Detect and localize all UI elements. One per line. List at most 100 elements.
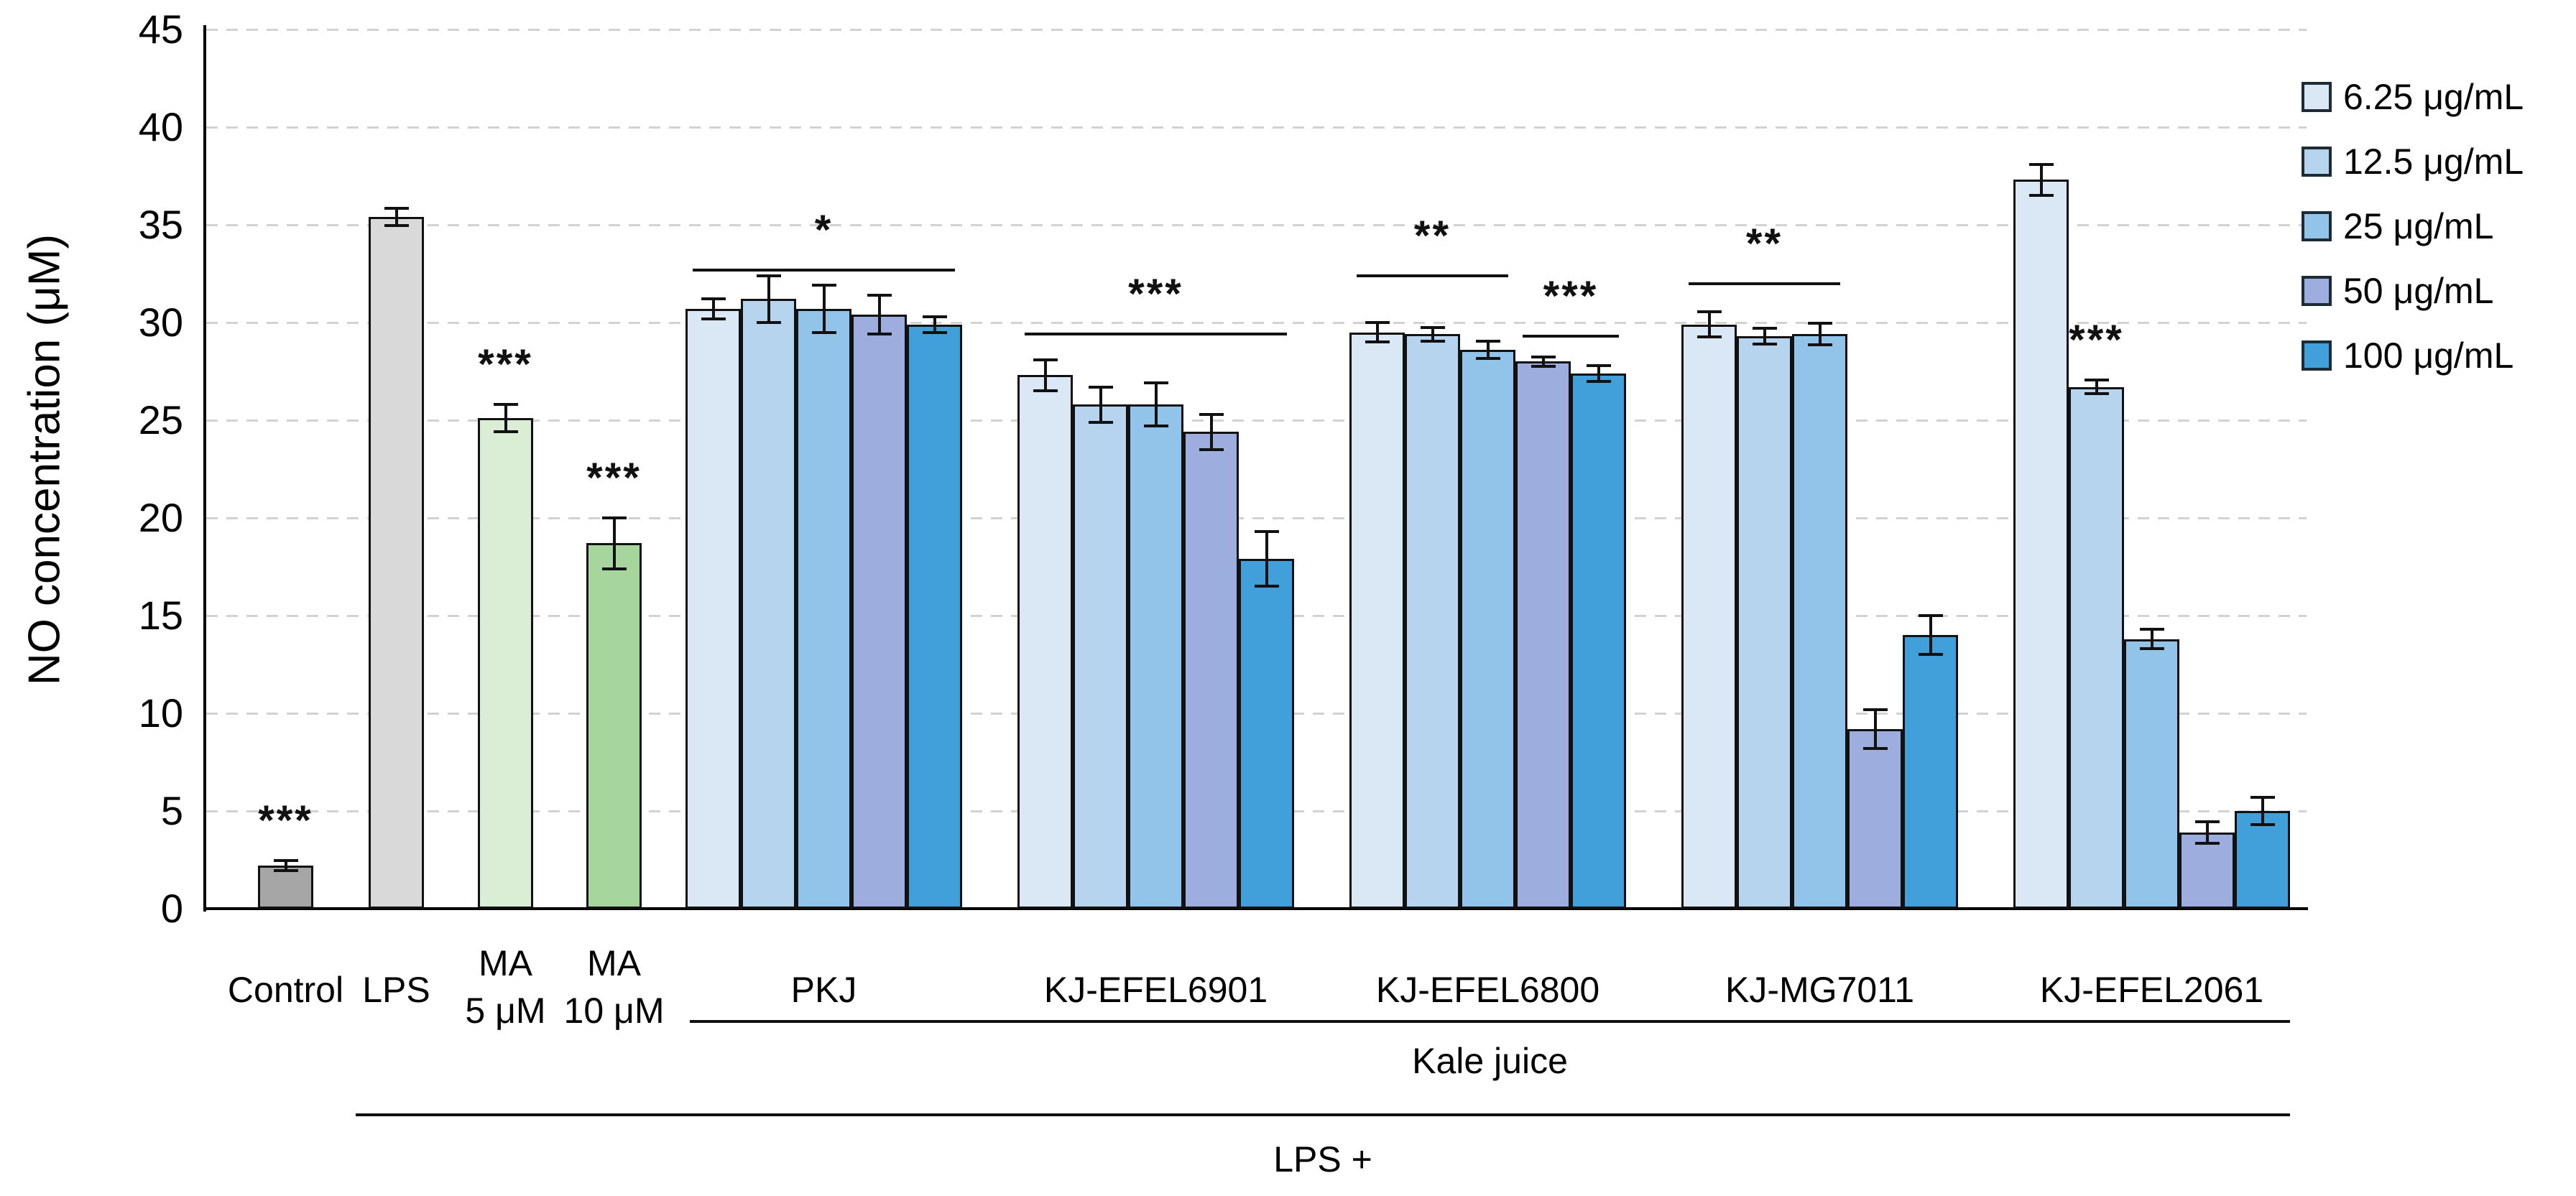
error-bar-kj-efel6800-6.25-cap-top [1365, 321, 1390, 324]
x-axis-line [203, 907, 2308, 910]
legend-swatch-icon [2302, 82, 2332, 112]
error-bar-kj-mg7011-6.25-whisker [1707, 312, 1711, 338]
error-bar-pkj-25-cap-bottom [811, 330, 836, 334]
error-bar-kj-efel2061-12.5-whisker [2095, 380, 2098, 394]
y-tick-label-5: 5 [160, 788, 183, 833]
legend-swatch-icon [2302, 276, 2332, 306]
error-bar-pkj-12.5-cap-top [756, 274, 781, 277]
error-bar-kj-efel6800-12.5-cap-top [1420, 325, 1445, 329]
error-bar-control-cap-top [273, 859, 298, 863]
significance-stars-ma-10-m: *** [586, 455, 642, 501]
error-bar-pkj-100-cap-top [922, 315, 947, 318]
bar-kj-efel6901-100 [1239, 559, 1294, 909]
error-bar-kj-mg7011-12.5-cap-bottom [1752, 342, 1777, 346]
error-bar-kj-mg7011-12.5-whisker [1763, 328, 1766, 344]
bar-kj-efel6800-25 [1460, 350, 1515, 909]
kale-juice-bracket [690, 1020, 2290, 1023]
bar-pkj-100 [907, 324, 962, 909]
kale-juice-label: Kale juice [1412, 1041, 1568, 1081]
y-tick-label-0: 0 [160, 886, 183, 931]
legend-swatch-icon [2302, 147, 2332, 177]
y-tick-label-10: 10 [138, 690, 183, 736]
gridline-25 [206, 419, 2307, 422]
error-bar-kj-efel6800-12.5-cap-bottom [1420, 339, 1445, 343]
bar-kj-mg7011-50 [1847, 728, 1903, 909]
error-bar-kj-efel6901-6.25-cap-bottom [1033, 389, 1058, 393]
bar-ma-10-m [586, 543, 642, 909]
error-bar-kj-efel6901-50-cap-bottom [1199, 448, 1224, 451]
error-bar-kj-mg7011-12.5-cap-top [1752, 327, 1777, 330]
error-bar-kj-mg7011-50-whisker [1873, 709, 1877, 748]
bar-kj-mg7011-12.5 [1737, 336, 1792, 909]
error-bar-kj-efel6901-50-cap-top [1199, 412, 1224, 416]
x-axis-label-pkj: PKJ [790, 970, 857, 1010]
error-bar-pkj-12.5-cap-bottom [756, 321, 781, 324]
significance-stars-kj-efel6800-0: ** [1413, 212, 1451, 259]
error-bar-pkj-25-cap-top [811, 284, 836, 287]
x-axis-label-control: Control [227, 970, 344, 1010]
bar-pkj-50 [851, 315, 907, 909]
gridline-40 [206, 126, 2307, 129]
error-bar-kj-efel6901-100-cap-bottom [1254, 585, 1279, 588]
error-bar-kj-efel6800-12.5-whisker [1431, 327, 1434, 341]
gridline-45 [206, 29, 2307, 31]
error-bar-lps-cap-bottom [384, 224, 409, 228]
significance-bracket-kj-mg7011-0 [1689, 282, 1840, 285]
bar-kj-efel6800-100 [1571, 373, 1626, 909]
error-bar-kj-efel6901-6.25-whisker [1043, 359, 1047, 391]
y-tick-label-15: 15 [138, 593, 183, 638]
bar-kj-efel6901-25 [1128, 404, 1183, 909]
error-bar-kj-efel6800-50-cap-top [1531, 355, 1556, 358]
error-bar-kj-efel6800-25-cap-top [1475, 339, 1500, 343]
bar-kj-mg7011-25 [1792, 334, 1847, 909]
significance-stars-ma-5-m: *** [478, 341, 533, 389]
error-bar-kj-efel2061-25-cap-top [2139, 628, 2164, 631]
error-bar-pkj-12.5-whisker [767, 275, 770, 323]
error-bar-kj-efel6901-50-whisker [1209, 414, 1213, 450]
error-bar-kj-mg7011-25-cap-bottom [1807, 343, 1832, 347]
error-bar-pkj-100-cap-bottom [922, 330, 947, 334]
x-axis-label-ma-5-m-line1: MA [479, 943, 532, 983]
legend-label: 50 μg/mL [2343, 271, 2494, 311]
error-bar-kj-efel2061-6.25-whisker [2039, 164, 2043, 196]
gridline-20 [206, 517, 2307, 519]
error-bar-kj-efel6800-100-cap-top [1586, 363, 1611, 367]
error-bar-kj-mg7011-6.25-cap-bottom [1696, 335, 1722, 339]
legend-swatch-icon [2302, 340, 2332, 371]
bar-kj-efel6800-50 [1515, 361, 1571, 909]
error-bar-kj-efel6901-25-cap-top [1143, 381, 1168, 385]
error-bar-kj-efel6901-100-whisker [1265, 532, 1268, 587]
legend-label: 6.25 μg/mL [2343, 77, 2524, 117]
error-bar-kj-efel2061-50-cap-top [2194, 820, 2220, 823]
bar-kj-efel6901-6.25 [1017, 375, 1073, 909]
x-axis-label-kj-efel2061: KJ-EFEL2061 [2039, 970, 2264, 1010]
legend-swatch-icon [2302, 211, 2332, 241]
bar-pkj-12.5 [741, 299, 796, 909]
error-bar-lps-cap-top [384, 206, 409, 210]
y-tick-label-30: 30 [138, 300, 183, 345]
error-bar-kj-mg7011-50-cap-bottom [1862, 746, 1888, 750]
y-tick-label-40: 40 [138, 104, 183, 149]
error-bar-kj-efel2061-6.25-cap-top [2028, 162, 2054, 166]
error-bar-kj-efel6901-25-cap-bottom [1143, 425, 1168, 428]
y-tick-label-35: 35 [138, 202, 183, 247]
error-bar-control-cap-bottom [273, 868, 298, 872]
error-bar-pkj-50-cap-bottom [867, 333, 892, 336]
error-bar-kj-efel2061-100-cap-bottom [2250, 823, 2275, 827]
error-bar-kj-efel2061-100-cap-top [2250, 795, 2275, 799]
error-bar-kj-efel2061-6.25-cap-bottom [2028, 194, 2054, 198]
bar-kj-efel2061-6.25 [2013, 180, 2069, 909]
error-bar-pkj-25-whisker [822, 285, 826, 333]
legend-label: 100 μg/mL [2343, 335, 2514, 376]
error-bar-kj-efel6901-25-whisker [1154, 383, 1158, 427]
significance-stars-control: *** [258, 797, 313, 845]
error-bar-kj-efel2061-100-whisker [2261, 797, 2264, 825]
error-bar-kj-efel6800-6.25-whisker [1375, 323, 1379, 343]
error-bar-kj-mg7011-100-cap-top [1918, 614, 1943, 617]
error-bar-pkj-6.25-whisker [711, 299, 715, 319]
error-bar-ma-5-m-whisker [504, 404, 507, 432]
error-bar-control-whisker [284, 861, 287, 871]
x-axis-label-kj-efel6800: KJ-EFEL6800 [1375, 970, 1600, 1010]
error-bar-kj-efel2061-50-whisker [2205, 821, 2209, 843]
